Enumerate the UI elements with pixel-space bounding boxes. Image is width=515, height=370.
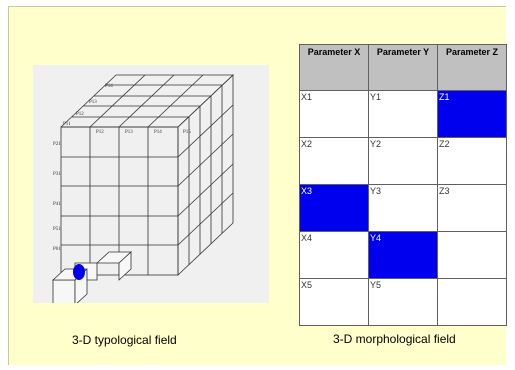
cube-right-face xyxy=(178,75,233,275)
table-cell xyxy=(438,232,507,279)
cube-drawing: P14 P13 P12 P11 P12 P13 P14 P15 P21 P31 … xyxy=(33,65,269,303)
table-header-row: Parameter X Parameter Y Parameter Z xyxy=(300,45,507,91)
table-cell: Y1 xyxy=(369,91,438,138)
table-row: X2 Y2 Z2 xyxy=(300,138,507,185)
table-cell-selected: Y4 xyxy=(369,232,438,279)
cube-label: P31 xyxy=(53,172,61,177)
cube-label: P14 xyxy=(154,130,162,135)
table-cell: Y3 xyxy=(369,185,438,232)
cube-label: P15 xyxy=(183,130,191,135)
table-cell-selected: Z1 xyxy=(438,91,507,138)
cube-label: P12 xyxy=(96,130,104,135)
cube-label: P51 xyxy=(53,227,61,232)
table-row: X5 Y5 xyxy=(300,279,507,326)
cube-label: P13 xyxy=(125,130,133,135)
table-row: X3 Y3 Z3 xyxy=(300,185,507,232)
cube-top-face xyxy=(61,75,233,127)
table-cell-selected: X3 xyxy=(300,185,369,232)
column-header: Parameter X xyxy=(300,45,369,91)
table-cell: X1 xyxy=(300,91,369,138)
cube-label: P14 xyxy=(105,84,113,89)
cube-label: P21 xyxy=(53,142,61,147)
table-cell xyxy=(438,279,507,326)
table-cell: X2 xyxy=(300,138,369,185)
selected-cell-marker xyxy=(73,264,85,280)
table-cell: Z3 xyxy=(438,185,507,232)
cube-label: P41 xyxy=(53,202,61,207)
column-header: Parameter Z xyxy=(438,45,507,91)
table-row: X4 Y4 xyxy=(300,232,507,279)
morphological-field-caption: 3-D morphological field xyxy=(333,332,456,346)
cube-labels: P14 P13 P12 P11 P12 P13 P14 P15 P21 P31 … xyxy=(53,84,191,252)
typological-field-caption: 3-D typological field xyxy=(72,333,177,347)
cube-label: P13 xyxy=(89,100,97,105)
table-cell: X5 xyxy=(300,279,369,326)
column-header: Parameter Y xyxy=(369,45,438,91)
cube-label: P11 xyxy=(63,122,71,127)
table-cell: Y2 xyxy=(369,138,438,185)
cube-label: P61 xyxy=(53,247,61,252)
cube-cutaway-steps xyxy=(53,252,131,303)
table-row: X1 Y1 Z1 xyxy=(300,91,507,138)
table-cell: Y5 xyxy=(369,279,438,326)
table-cell: Z2 xyxy=(438,138,507,185)
typological-field-figure: P14 P13 P12 P11 P12 P13 P14 P15 P21 P31 … xyxy=(33,65,269,303)
table-cell: X4 xyxy=(300,232,369,279)
morphological-field-table: Parameter X Parameter Y Parameter Z X1 Y… xyxy=(299,44,507,326)
cube-label: P12 xyxy=(76,112,84,117)
